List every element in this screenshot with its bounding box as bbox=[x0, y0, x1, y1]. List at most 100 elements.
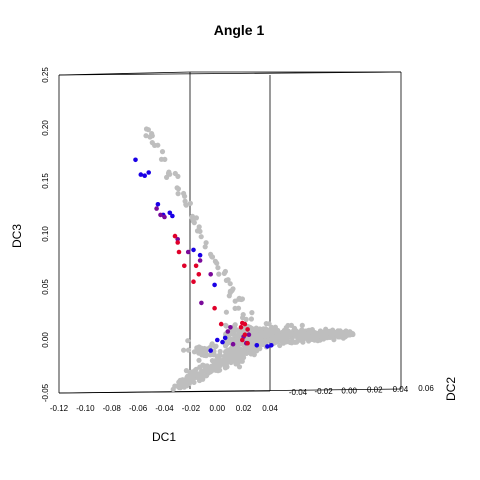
grey-point bbox=[176, 384, 182, 391]
grey-point bbox=[215, 265, 221, 271]
grey-point bbox=[232, 322, 238, 328]
purple-point bbox=[208, 272, 213, 277]
grey-point bbox=[194, 228, 201, 234]
red-point bbox=[191, 279, 196, 285]
grey-point bbox=[181, 190, 187, 197]
grey-point bbox=[248, 340, 254, 346]
x-tick-label: 0.00 bbox=[210, 404, 226, 413]
blue-point bbox=[212, 282, 217, 288]
grey-point bbox=[233, 361, 239, 367]
purple-point bbox=[197, 258, 203, 263]
y-tick-label: 0.25 bbox=[41, 67, 50, 83]
grey-point bbox=[193, 215, 199, 221]
z-tick-labels: -0.04 -0.02 0.00 0.02 0.04 0.06 bbox=[289, 384, 434, 397]
grey-point bbox=[191, 372, 197, 378]
purple-point bbox=[175, 237, 180, 242]
blue-point bbox=[215, 337, 220, 343]
grey-point bbox=[175, 191, 181, 197]
grey-point bbox=[194, 345, 201, 351]
x-tick-label: 0.04 bbox=[262, 404, 278, 413]
red-point bbox=[182, 263, 187, 269]
bounding-box bbox=[58, 71, 402, 394]
x-tick-label: -0.06 bbox=[129, 404, 148, 413]
red-point bbox=[242, 332, 248, 338]
blue-point bbox=[265, 344, 270, 349]
grey-point bbox=[204, 367, 210, 374]
y-tick-label: 0.05 bbox=[41, 279, 50, 295]
grey-point bbox=[209, 358, 215, 364]
blue-point bbox=[197, 252, 203, 258]
grey-point bbox=[227, 281, 233, 287]
red-point bbox=[240, 337, 245, 343]
purple-point bbox=[225, 329, 231, 334]
red-point bbox=[242, 321, 248, 327]
grey-point bbox=[249, 310, 255, 316]
blue-point bbox=[254, 343, 260, 348]
x-axis-label: DC1 bbox=[152, 430, 176, 444]
purple-point bbox=[154, 206, 159, 211]
grey-point bbox=[184, 377, 190, 383]
blue-point bbox=[138, 172, 144, 177]
y-tick-label: 0.00 bbox=[41, 332, 50, 348]
grey-point bbox=[244, 344, 251, 350]
grey-point bbox=[340, 333, 346, 339]
blue-point bbox=[167, 210, 173, 216]
grey-point bbox=[185, 338, 191, 344]
chart-title: Angle 1 bbox=[214, 22, 265, 38]
purple-point bbox=[158, 212, 163, 218]
red-point bbox=[245, 327, 250, 332]
z-tick-label: 0.02 bbox=[367, 386, 383, 395]
grey-point bbox=[187, 200, 193, 206]
grey-point bbox=[207, 352, 213, 358]
grey-point bbox=[158, 156, 165, 162]
grey-point bbox=[324, 335, 330, 341]
x-tick-label: -0.04 bbox=[155, 404, 174, 413]
grey-point bbox=[200, 346, 206, 352]
grey-point bbox=[198, 374, 204, 380]
grey-point bbox=[240, 312, 246, 318]
grey-point bbox=[224, 356, 230, 362]
x-tick-label: -0.10 bbox=[76, 404, 95, 413]
x-tick-label: -0.12 bbox=[50, 404, 69, 413]
blue-point bbox=[146, 170, 151, 175]
red-point bbox=[218, 321, 224, 327]
blue-point bbox=[155, 202, 161, 207]
grey-point bbox=[203, 373, 210, 379]
red-point bbox=[245, 340, 250, 346]
grey-point bbox=[233, 327, 239, 333]
grey-point bbox=[235, 305, 242, 311]
z-tick-label: -0.04 bbox=[289, 388, 308, 397]
grey-point bbox=[180, 382, 186, 388]
grey-point bbox=[217, 348, 223, 355]
grey-point bbox=[273, 328, 279, 334]
grey-point-cloud bbox=[143, 126, 356, 392]
red-point bbox=[175, 240, 180, 245]
y-tick-label: 0.10 bbox=[41, 226, 50, 242]
grey-point bbox=[202, 244, 208, 250]
grey-point bbox=[143, 133, 149, 139]
z-tick-label: -0.02 bbox=[314, 387, 333, 396]
blue-point bbox=[191, 247, 196, 253]
grey-point bbox=[152, 142, 158, 148]
grey-point bbox=[222, 365, 228, 371]
grey-point bbox=[269, 333, 276, 339]
grey-point bbox=[236, 364, 243, 370]
grey-point bbox=[198, 234, 204, 240]
grey-point bbox=[223, 309, 229, 315]
grey-point bbox=[223, 323, 229, 329]
grey-point bbox=[241, 354, 247, 361]
x-tick-label: -0.08 bbox=[103, 404, 122, 413]
red-point bbox=[238, 325, 244, 330]
blue-point bbox=[222, 335, 228, 341]
red-point bbox=[196, 272, 202, 277]
blue-point bbox=[170, 213, 175, 219]
grey-point bbox=[191, 220, 197, 226]
grey-point bbox=[299, 322, 305, 328]
grey-point bbox=[279, 332, 285, 338]
grey-point bbox=[147, 134, 153, 140]
grey-point bbox=[248, 351, 254, 357]
blue-point bbox=[142, 173, 147, 178]
grey-point bbox=[159, 149, 166, 155]
grey-point bbox=[167, 171, 173, 177]
grey-point bbox=[215, 368, 221, 374]
